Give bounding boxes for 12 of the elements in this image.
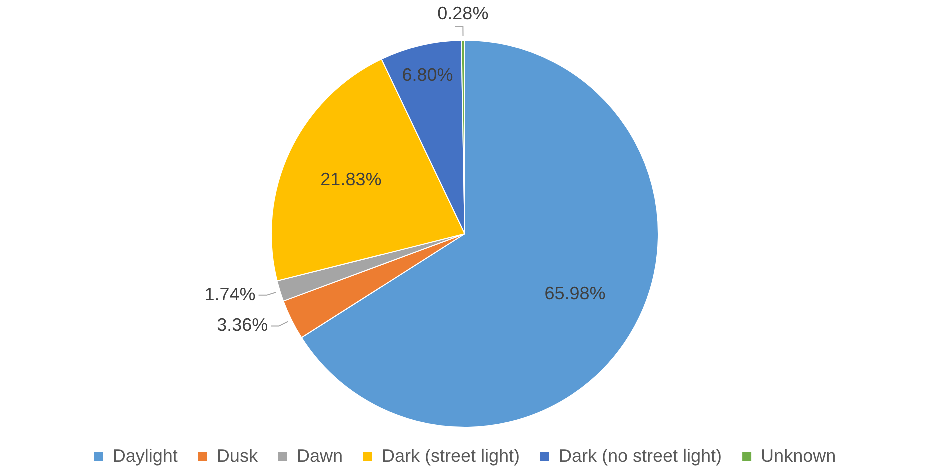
legend-label: Dusk	[216, 446, 259, 466]
legend-label: Dark (no street light)	[559, 446, 722, 466]
data-label: 1.74%	[204, 284, 256, 304]
legend-label: Dawn	[296, 446, 343, 466]
legend-label: Dark (street light)	[382, 446, 520, 466]
data-label: 6.80%	[402, 64, 454, 85]
data-label: 21.83%	[320, 169, 382, 190]
legend-label: Unknown	[761, 446, 836, 466]
data-label: 65.98%	[544, 284, 606, 304]
legend-label: Daylight	[112, 446, 178, 466]
data-label: 3.36%	[217, 315, 268, 336]
data-label: 0.28%	[438, 3, 489, 24]
